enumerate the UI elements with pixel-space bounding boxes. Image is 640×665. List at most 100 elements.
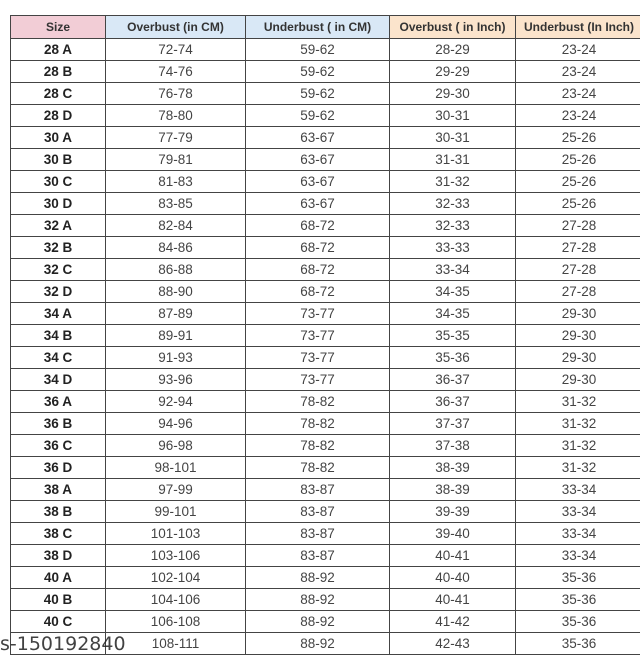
size-cell: 34 A [10, 302, 106, 325]
measurement-cell: 37-38 [389, 434, 516, 457]
measurement-cell: 99-101 [105, 500, 246, 523]
measurement-cell: 96-98 [105, 434, 246, 457]
table-row: 30 D 83-85 63-67 32-33 25-26 [10, 192, 640, 215]
measurement-cell: 39-39 [389, 500, 516, 523]
measurement-cell: 25-26 [515, 170, 640, 193]
measurement-cell: 87-89 [105, 302, 246, 325]
measurement-cell: 108-111 [105, 632, 246, 655]
measurement-cell: 68-72 [245, 214, 390, 237]
measurement-cell: 31-31 [389, 148, 516, 171]
measurement-cell: 33-34 [515, 522, 640, 545]
measurement-cell: 79-81 [105, 148, 246, 171]
size-cell: 36 C [10, 434, 106, 457]
table-row: 40 C 106-108 88-92 41-42 35-36 [10, 610, 640, 633]
table-row: 34 B 89-91 73-77 35-35 29-30 [10, 324, 640, 347]
measurement-cell: 63-67 [245, 170, 390, 193]
measurement-cell: 88-92 [245, 588, 390, 611]
measurement-cell: 35-36 [515, 632, 640, 655]
measurement-cell: 73-77 [245, 368, 390, 391]
measurement-cell: 41-42 [389, 610, 516, 633]
measurement-cell: 29-30 [389, 82, 516, 105]
measurement-cell: 37-37 [389, 412, 516, 435]
measurement-cell: 59-62 [245, 104, 390, 127]
measurement-cell: 74-76 [105, 60, 246, 83]
table-row: 28 D 78-80 59-62 30-31 23-24 [10, 104, 640, 127]
measurement-cell: 28-29 [389, 38, 516, 61]
measurement-cell: 88-92 [245, 610, 390, 633]
measurement-cell: 31-32 [515, 390, 640, 413]
table-row: 38 C 101-103 83-87 39-40 33-34 [10, 522, 640, 545]
measurement-cell: 83-87 [245, 544, 390, 567]
measurement-cell: 73-77 [245, 324, 390, 347]
measurement-cell: 94-96 [105, 412, 246, 435]
table-row: 36 D 98-101 78-82 38-39 31-32 [10, 456, 640, 479]
size-cell: 28 D [10, 104, 106, 127]
measurement-cell: 78-80 [105, 104, 246, 127]
size-cell: 32 C [10, 258, 106, 281]
column-header: Underbust (In Inch) [515, 15, 640, 39]
size-cell: 32 B [10, 236, 106, 259]
measurement-cell: 23-24 [515, 60, 640, 83]
measurement-cell: 29-30 [515, 346, 640, 369]
table-row: 32 C 86-88 68-72 33-34 27-28 [10, 258, 640, 281]
size-cell: 30 C [10, 170, 106, 193]
measurement-cell: 29-30 [515, 302, 640, 325]
table-row: 28 B 74-76 59-62 29-29 23-24 [10, 60, 640, 83]
measurement-cell: 59-62 [245, 60, 390, 83]
measurement-cell: 27-28 [515, 214, 640, 237]
measurement-cell: 83-85 [105, 192, 246, 215]
measurement-cell: 78-82 [245, 434, 390, 457]
measurement-cell: 30-31 [389, 126, 516, 149]
measurement-cell: 30-31 [389, 104, 516, 127]
measurement-cell: 73-77 [245, 302, 390, 325]
measurement-cell: 68-72 [245, 258, 390, 281]
table-row: 30 A 77-79 63-67 30-31 25-26 [10, 126, 640, 149]
table-row: 28 A 72-74 59-62 28-29 23-24 [10, 38, 640, 61]
measurement-cell: 102-104 [105, 566, 246, 589]
measurement-cell: 33-33 [389, 236, 516, 259]
table-row: 108-111 88-92 42-43 35-36 [10, 632, 640, 655]
measurement-cell: 72-74 [105, 38, 246, 61]
table-row: 32 A 82-84 68-72 32-33 27-28 [10, 214, 640, 237]
measurement-cell: 101-103 [105, 522, 246, 545]
size-cell: 30 B [10, 148, 106, 171]
measurement-cell: 76-78 [105, 82, 246, 105]
size-cell: 30 A [10, 126, 106, 149]
table-row: 30 C 81-83 63-67 31-32 25-26 [10, 170, 640, 193]
measurement-cell: 29-30 [515, 324, 640, 347]
table-row: 38 B 99-101 83-87 39-39 33-34 [10, 500, 640, 523]
table-row: 30 B 79-81 63-67 31-31 25-26 [10, 148, 640, 171]
column-header: Underbust ( in CM) [245, 15, 390, 39]
size-cell: 34 C [10, 346, 106, 369]
measurement-cell: 88-92 [245, 566, 390, 589]
measurement-cell: 86-88 [105, 258, 246, 281]
measurement-cell: 78-82 [245, 412, 390, 435]
measurement-cell: 39-40 [389, 522, 516, 545]
measurement-cell: 25-26 [515, 126, 640, 149]
table-row: 32 B 84-86 68-72 33-33 27-28 [10, 236, 640, 259]
measurement-cell: 84-86 [105, 236, 246, 259]
table-row: 36 A 92-94 78-82 36-37 31-32 [10, 390, 640, 413]
size-cell: 40 C [10, 610, 106, 633]
measurement-cell: 25-26 [515, 148, 640, 171]
measurement-cell: 29-30 [515, 368, 640, 391]
measurement-cell: 34-35 [389, 302, 516, 325]
table-row: 36 B 94-96 78-82 37-37 31-32 [10, 412, 640, 435]
measurement-cell: 35-36 [515, 610, 640, 633]
table-row: 28 C 76-78 59-62 29-30 23-24 [10, 82, 640, 105]
measurement-cell: 93-96 [105, 368, 246, 391]
size-cell: 40 A [10, 566, 106, 589]
measurement-cell: 83-87 [245, 522, 390, 545]
measurement-cell: 27-28 [515, 280, 640, 303]
size-cell: 30 D [10, 192, 106, 215]
measurement-cell: 89-91 [105, 324, 246, 347]
size-cell: 36 B [10, 412, 106, 435]
size-cell: 34 B [10, 324, 106, 347]
measurement-cell: 106-108 [105, 610, 246, 633]
measurement-cell: 78-82 [245, 456, 390, 479]
measurement-cell: 35-36 [515, 588, 640, 611]
size-cell: 28 B [10, 60, 106, 83]
measurement-cell: 27-28 [515, 236, 640, 259]
measurement-cell: 63-67 [245, 126, 390, 149]
measurement-cell: 42-43 [389, 632, 516, 655]
